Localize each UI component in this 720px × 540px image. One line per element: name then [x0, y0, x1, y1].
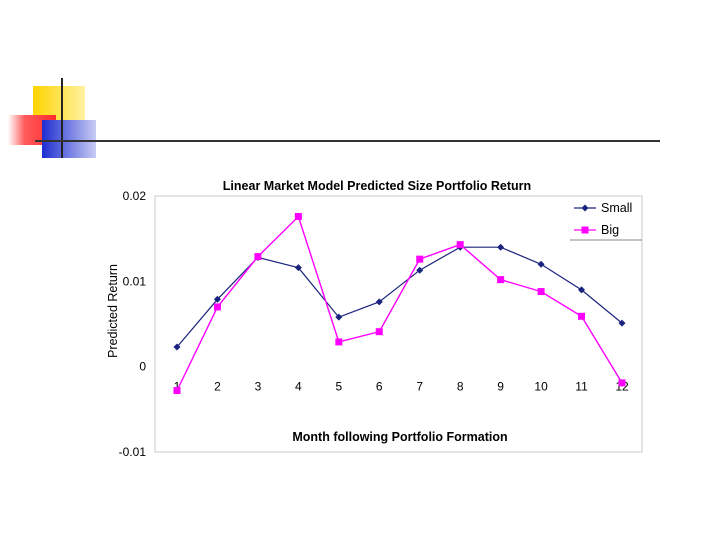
y-tick-label: -0.01 — [119, 445, 147, 459]
data-point-big — [254, 253, 262, 261]
data-point-small — [618, 319, 626, 327]
data-point-small — [173, 343, 181, 351]
x-tick-label: 7 — [416, 380, 423, 394]
legend-big-marker — [581, 226, 589, 234]
data-point-big — [213, 303, 221, 311]
data-point-big — [416, 255, 424, 263]
deco-blue-square — [42, 120, 96, 158]
legend-small-label: Small — [601, 201, 632, 215]
data-point-big — [294, 212, 302, 220]
x-tick-label: 2 — [214, 380, 221, 394]
data-point-big — [456, 241, 464, 249]
series-small — [173, 243, 626, 351]
x-tick-label: 4 — [295, 380, 302, 394]
data-point-small — [335, 313, 343, 321]
data-point-big — [375, 328, 383, 336]
x-tick-label: 5 — [335, 380, 342, 394]
data-point-small — [537, 260, 545, 268]
y-tick-label: 0.01 — [123, 274, 147, 288]
data-point-small — [294, 264, 302, 272]
data-point-small — [375, 298, 383, 306]
legend: Small Big — [570, 201, 642, 241]
data-point-big — [497, 276, 505, 284]
series-layer — [173, 212, 626, 395]
data-point-small — [497, 243, 505, 251]
y-tick-label: 0.02 — [123, 189, 147, 203]
x-tick-label: 9 — [497, 380, 504, 394]
data-point-big — [173, 387, 181, 395]
x-tick-label: 3 — [255, 380, 262, 394]
x-axis-title: Month following Portfolio Formation — [292, 430, 507, 444]
series-line-small — [176, 246, 623, 348]
data-point-small — [213, 295, 221, 303]
x-axis-ticks: 1 2 3 4 5 6 7 8 9 10 11 12 — [174, 380, 629, 394]
y-axis-title: Predicted Return — [106, 264, 120, 358]
y-tick-label: 0 — [139, 360, 146, 374]
data-point-big — [578, 312, 586, 320]
x-tick-label: 6 — [376, 380, 383, 394]
legend-big-label: Big — [601, 223, 619, 237]
data-point-small — [578, 286, 586, 294]
x-tick-label: 10 — [534, 380, 548, 394]
data-point-small — [416, 266, 424, 274]
data-point-big — [618, 379, 626, 387]
chart-title: Linear Market Model Predicted Size Portf… — [223, 179, 531, 193]
legend-small-marker — [581, 204, 589, 212]
series-line-big — [176, 215, 623, 391]
data-point-big — [537, 288, 545, 296]
y-axis-ticks: 0.02 0.01 0 -0.01 — [119, 189, 147, 459]
plot-area-frame — [154, 195, 643, 453]
x-tick-label: 1 — [174, 380, 181, 394]
x-tick-label: 8 — [457, 380, 464, 394]
data-point-big — [335, 338, 343, 346]
series-big — [173, 212, 626, 395]
x-tick-label: 11 — [575, 380, 588, 394]
